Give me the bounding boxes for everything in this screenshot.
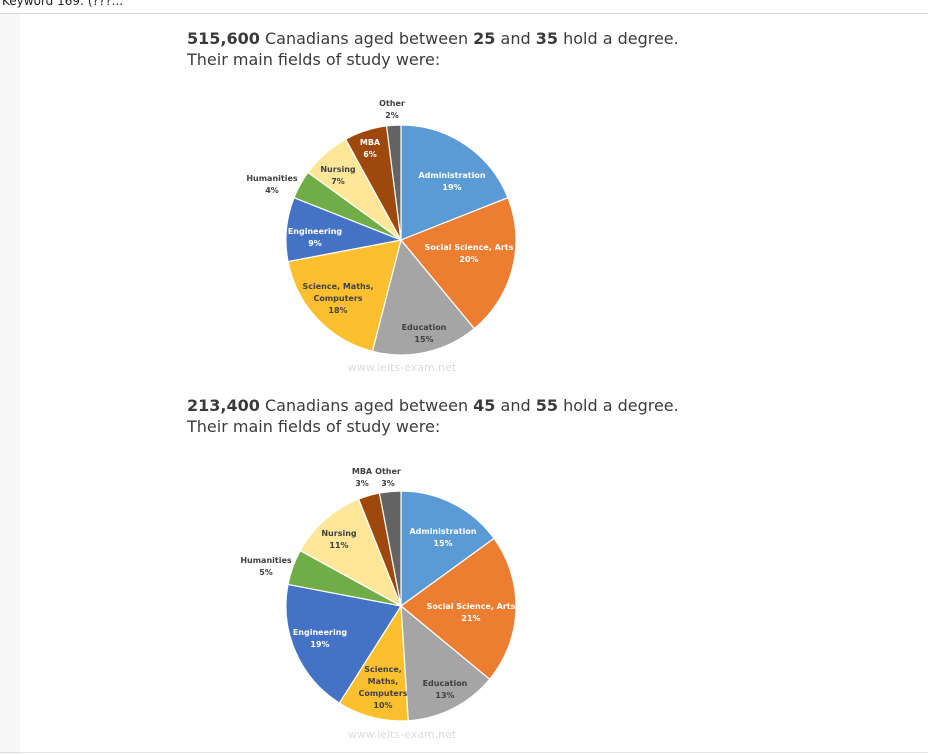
chart1-age-to: 35	[535, 29, 558, 48]
slice-label-education: Education 15%	[402, 323, 447, 344]
slice-label-other: Other 3%	[375, 467, 401, 488]
slice-label-administration: Administration 15%	[409, 527, 476, 548]
pie-slice-social-science-arts	[400, 537, 517, 681]
pie-slice-administration	[400, 124, 509, 241]
slice-label-social-science-arts: Social Science, Arts 20%	[425, 243, 514, 264]
slice-label-science-maths-computers: Science, Maths, Computers 18%	[302, 282, 373, 315]
pie-chart-1: Administration 19% Social Science, Arts 20%…	[246, 99, 517, 374]
top-bar: Keyword 169: (???...	[0, 0, 928, 14]
pie-slice-science-maths-computers	[287, 239, 402, 353]
chart2-age-from: 45	[473, 396, 496, 415]
slice-label-science-maths-computers: Science, Maths, Computers 10%	[358, 665, 407, 710]
chart1-heading-count: 515,600	[187, 29, 260, 48]
chart2-heading-text-a: Canadians aged between	[259, 396, 474, 415]
pie-slice-social-science-arts	[400, 196, 517, 330]
pie-slice-education	[371, 238, 476, 356]
slice-label-social-science-arts: Social Science, Arts 21%	[427, 602, 516, 623]
pie-slice-nursing	[299, 498, 403, 608]
chart2-heading: 213,400 Canadians aged between 45 and 55…	[187, 395, 679, 437]
slice-label-nursing: Nursing 11%	[321, 529, 357, 550]
chart1-age-from: 25	[473, 29, 496, 48]
chart2-heading-text-b: and	[495, 396, 536, 415]
pie-slices	[285, 124, 517, 356]
chart2-heading-count: 213,400	[187, 396, 260, 415]
chart1-heading: 515,600 Canadians aged between 25 and 35…	[187, 28, 679, 70]
chart1-heading-line2: Their main fields of study were:	[187, 50, 441, 69]
slice-label-other: Other 2%	[379, 99, 405, 120]
chart2-heading-text-c: hold a degree.	[557, 396, 679, 415]
watermark: www.ielts-exam.net	[348, 728, 457, 741]
pie-slice-other	[378, 490, 402, 607]
top-bar-text: Keyword 169: (???...	[2, 0, 124, 8]
chart2-age-to: 55	[535, 396, 558, 415]
pie-slice-administration	[400, 490, 495, 608]
slice-label-mba: MBA 3%	[352, 467, 373, 488]
slice-label-mba: MBA 6%	[360, 138, 381, 159]
watermark: www.ielts-exam.net	[348, 361, 457, 374]
slice-label-engineering: Engineering 9%	[288, 227, 343, 248]
pie-slices	[285, 490, 517, 722]
slice-label-administration: Administration 19%	[418, 171, 485, 192]
pie-slice-education	[400, 604, 491, 722]
slice-label-nursing: Nursing 7%	[320, 165, 356, 186]
slice-label-education: Education 13%	[423, 679, 468, 700]
slice-label-engineering: Engineering 19%	[293, 628, 348, 649]
pie-slice-engineering	[285, 583, 402, 704]
chart2-heading-line2: Their main fields of study were:	[187, 417, 441, 436]
bottom-divider	[0, 752, 928, 753]
chart1-heading-text-b: and	[495, 29, 536, 48]
pie-slice-other	[385, 124, 402, 241]
left-margin-strip	[0, 14, 20, 755]
pie-slice-science-maths-computers	[338, 604, 409, 722]
slice-label-humanities: Humanities 5%	[240, 556, 292, 577]
chart1-heading-text-c: hold a degree.	[557, 29, 679, 48]
slice-label-humanities: Humanities 4%	[246, 174, 298, 195]
chart1-heading-text-a: Canadians aged between	[259, 29, 474, 48]
